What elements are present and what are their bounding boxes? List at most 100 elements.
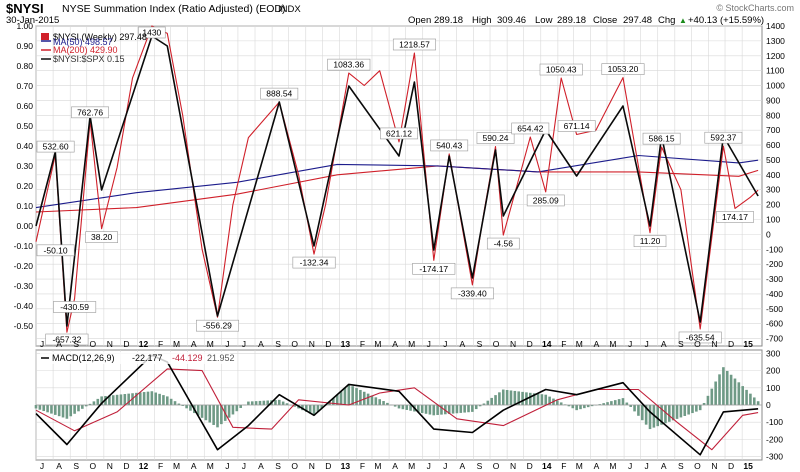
histogram-bar — [34, 405, 38, 409]
close-label: Close — [593, 15, 617, 26]
month-label: N — [711, 339, 717, 349]
month-label: A — [594, 339, 600, 349]
annotation-label: 285.09 — [526, 194, 565, 207]
annotation-text: -50.10 — [44, 245, 68, 255]
annotation-label: 540.43 — [430, 139, 469, 152]
up-arrow-icon: ▲ — [679, 16, 687, 25]
annotation-box — [642, 132, 681, 145]
month-label: J — [645, 339, 649, 349]
histogram-bar — [714, 381, 717, 405]
histogram-bar — [444, 405, 447, 415]
month-label: F — [360, 339, 365, 349]
histogram-bar — [386, 402, 389, 405]
legend-item-ratio: $NYSI:$SPX 0.15 — [41, 54, 125, 64]
histogram-bar — [343, 387, 347, 405]
histogram-bar — [127, 393, 130, 405]
histogram-bar — [548, 396, 551, 405]
histogram-bar — [598, 404, 602, 405]
annotation-box — [85, 231, 118, 243]
month-label: 15 — [743, 339, 753, 349]
histogram-bar — [162, 395, 165, 405]
annotation-text: 1083.36 — [333, 60, 364, 70]
histogram-bar — [138, 392, 142, 405]
legend-item-ma50: MA(50) 498.57 — [41, 37, 113, 47]
month-label: M — [207, 339, 214, 349]
high-value: 309.46 — [497, 15, 526, 26]
annotation-label: -430.59 — [53, 301, 97, 313]
histogram-bar — [679, 405, 683, 418]
histogram-bar — [204, 405, 208, 421]
histogram-bar — [440, 405, 443, 415]
histogram-bar — [277, 399, 281, 405]
histogram-bar — [397, 405, 401, 409]
left-tick-label: 1.00 — [16, 21, 33, 31]
annotation-label: 654.42 — [511, 122, 550, 135]
bottom-month-label: O — [694, 461, 701, 471]
histogram-bar — [96, 398, 100, 405]
month-label: N — [309, 339, 315, 349]
month-label: J — [242, 339, 246, 349]
month-label: 12 — [139, 339, 149, 349]
annotation-box — [633, 235, 667, 248]
histogram-bar — [142, 392, 146, 405]
histogram-bar — [123, 394, 127, 405]
bottom-month-label: S — [275, 461, 281, 471]
annotation-box — [526, 194, 565, 207]
histogram-bar — [556, 400, 559, 405]
bottom-month-label: S — [477, 461, 483, 471]
bottom-month-label: D — [123, 461, 129, 471]
histogram-bar — [691, 405, 694, 414]
bottom-month-label: 14 — [542, 461, 552, 471]
histogram-bar — [370, 395, 374, 405]
histogram-bar — [498, 392, 501, 405]
histogram-bar — [733, 378, 737, 405]
histogram-bar — [637, 405, 640, 416]
month-label: A — [191, 339, 197, 349]
histogram-bar — [621, 398, 625, 405]
histogram-bar — [320, 405, 324, 409]
annotation-label: 586.15 — [642, 132, 681, 145]
annotation-text: 621.12 — [386, 128, 412, 138]
annotation-label: -50.10 — [36, 244, 75, 257]
left-tick-label: 0.00 — [16, 221, 33, 231]
month-label: N — [510, 339, 516, 349]
macd-right-axis: 300 200 100 0 -100 -200 -300 — [766, 348, 783, 461]
annotation-label: -556.29 — [196, 319, 240, 332]
right-tick-label: 1100 — [766, 66, 785, 76]
macd-tick-label: 0 — [766, 400, 771, 410]
histogram-bar — [424, 405, 428, 414]
annotation-text: 1430 — [142, 28, 161, 38]
annotation-box — [412, 262, 456, 275]
bottom-month-label: J — [628, 461, 632, 471]
month-label: J — [427, 339, 431, 349]
histogram-bar — [351, 386, 354, 405]
main-left-axis: 1.00 0.90 0.80 0.70 0.60 0.50 0.40 0.30 0.20 0.10… — [14, 21, 34, 331]
macd-legend-prefix: MACD(12,26,9) — [52, 353, 115, 363]
annotation-box — [539, 63, 583, 76]
annotation-box — [380, 127, 418, 140]
bottom-month-label: A — [392, 461, 398, 471]
histogram-bar — [185, 405, 188, 409]
histogram-bar — [629, 405, 633, 407]
histogram-bar — [602, 403, 605, 405]
annotation-box — [327, 58, 371, 71]
histogram-bar — [100, 396, 103, 405]
close-value: 297.48 — [623, 15, 652, 26]
histogram-bar — [625, 402, 629, 405]
month-label: A — [56, 339, 62, 349]
annotation-label: -132.34 — [292, 256, 336, 269]
high-label: High — [472, 15, 492, 26]
bottom-month-label: A — [258, 461, 264, 471]
annotation-text: -132.34 — [300, 258, 329, 268]
histogram-bar — [42, 405, 46, 412]
histogram-bar — [108, 395, 111, 405]
left-tick-label: 0.80 — [16, 61, 33, 71]
bottom-month-label: N — [510, 461, 516, 471]
histogram-bar — [501, 389, 505, 405]
bottom-month-label: F — [561, 461, 566, 471]
annotation-text: 762.76 — [77, 107, 103, 117]
histogram-bar — [428, 405, 432, 415]
histogram-bar — [644, 405, 648, 425]
month-label: D — [325, 339, 331, 349]
low-value: 289.18 — [557, 15, 586, 26]
